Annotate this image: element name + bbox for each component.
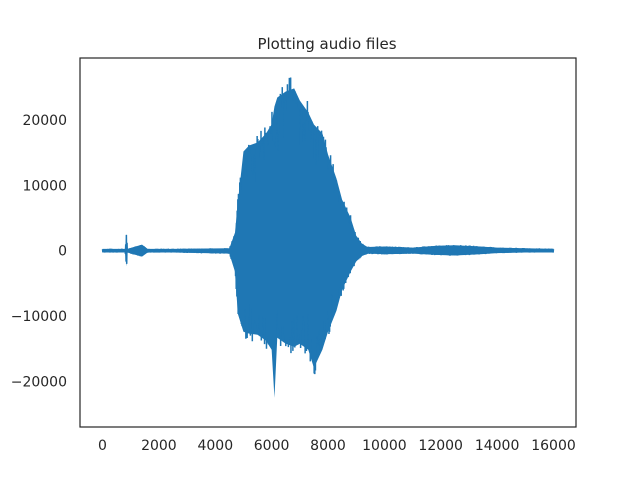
plot-area <box>101 77 555 398</box>
x-tick-label: 12000 <box>418 438 463 454</box>
axes-frame <box>79 57 577 428</box>
y-tick-label: 0 <box>58 244 67 260</box>
y-tick-label: 10000 <box>22 178 67 194</box>
x-ticks-group: 0 2000 4000 6000 8000 10000 12000 14000 16000 <box>98 438 576 454</box>
x-tick-label: 10000 <box>362 438 407 454</box>
x-tick-label: 4000 <box>197 438 233 454</box>
x-tick-label: 2000 <box>141 438 177 454</box>
x-tick-label: 0 <box>98 438 107 454</box>
x-tick-label: 14000 <box>475 438 520 454</box>
x-tick-label: 6000 <box>254 438 290 454</box>
y-tick-label: −20000 <box>11 374 67 390</box>
x-tick-label: 8000 <box>310 438 346 454</box>
y-ticks-group: −20000 −10000 0 10000 20000 <box>11 113 67 390</box>
y-tick-label: −10000 <box>11 309 67 325</box>
y-tick-label: 20000 <box>22 113 67 129</box>
chart-title: Plotting audio files <box>257 35 396 53</box>
waveform-series-line <box>101 77 555 375</box>
x-tick-label: 16000 <box>531 438 576 454</box>
